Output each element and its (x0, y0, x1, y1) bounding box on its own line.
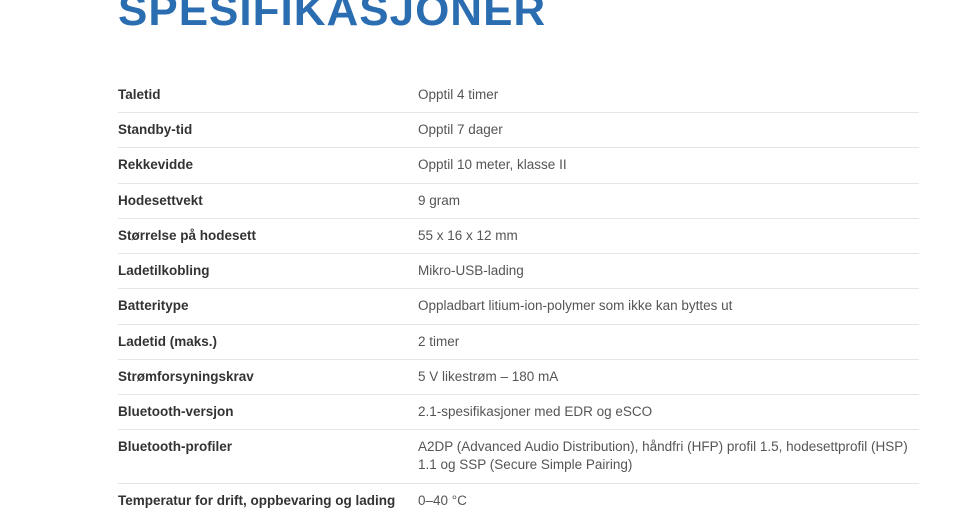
spec-label: Hodesettvekt (118, 192, 418, 210)
table-row: Hodesettvekt 9 gram (118, 184, 919, 219)
spec-label: Størrelse på hodesett (118, 227, 418, 245)
table-row: Ladetilkobling Mikro-USB-lading (118, 254, 919, 289)
table-row: Ladetid (maks.) 2 timer (118, 325, 919, 360)
spec-label: Strømforsyningskrav (118, 368, 418, 386)
table-row: Standby-tid Opptil 7 dager (118, 113, 919, 148)
spec-label: Temperatur for drift, oppbevaring og lad… (118, 492, 418, 510)
spec-value: 2.1-spesifikasjoner med EDR og eSCO (418, 403, 919, 421)
spec-value: 55 x 16 x 12 mm (418, 227, 919, 245)
spec-label: Taletid (118, 86, 418, 104)
spec-value: Mikro-USB-lading (418, 262, 919, 280)
table-row: Strømforsyningskrav 5 V likestrøm – 180 … (118, 360, 919, 395)
spec-label: Rekkevidde (118, 156, 418, 174)
page-title: SPESIFIKASJONER (0, 0, 959, 36)
table-row: Størrelse på hodesett 55 x 16 x 12 mm (118, 219, 919, 254)
spec-value: A2DP (Advanced Audio Distribution), hånd… (418, 438, 919, 474)
spec-value: Opptil 7 dager (418, 121, 919, 139)
spec-value: 9 gram (418, 192, 919, 210)
spec-label: Standby-tid (118, 121, 418, 139)
spec-value: Opptil 10 meter, klasse II (418, 156, 919, 174)
spec-value: Oppladbart litium-ion-polymer som ikke k… (418, 297, 919, 315)
spec-table: Taletid Opptil 4 timer Standby-tid Oppti… (0, 78, 959, 518)
spec-label: Bluetooth-versjon (118, 403, 418, 421)
spec-label: Ladetid (maks.) (118, 333, 418, 351)
spec-value: 2 timer (418, 333, 919, 351)
table-row: Bluetooth-profiler A2DP (Advanced Audio … (118, 430, 919, 483)
spec-value: 5 V likestrøm – 180 mA (418, 368, 919, 386)
table-row: Batteritype Oppladbart litium-ion-polyme… (118, 289, 919, 324)
table-row: Bluetooth-versjon 2.1-spesifikasjoner me… (118, 395, 919, 430)
spec-label: Batteritype (118, 297, 418, 315)
table-row: Taletid Opptil 4 timer (118, 78, 919, 113)
spec-value: 0–40 °C (418, 492, 919, 510)
spec-label: Bluetooth-profiler (118, 438, 418, 456)
table-row: Rekkevidde Opptil 10 meter, klasse II (118, 148, 919, 183)
spec-value: Opptil 4 timer (418, 86, 919, 104)
spec-label: Ladetilkobling (118, 262, 418, 280)
table-row: Temperatur for drift, oppbevaring og lad… (118, 484, 919, 518)
